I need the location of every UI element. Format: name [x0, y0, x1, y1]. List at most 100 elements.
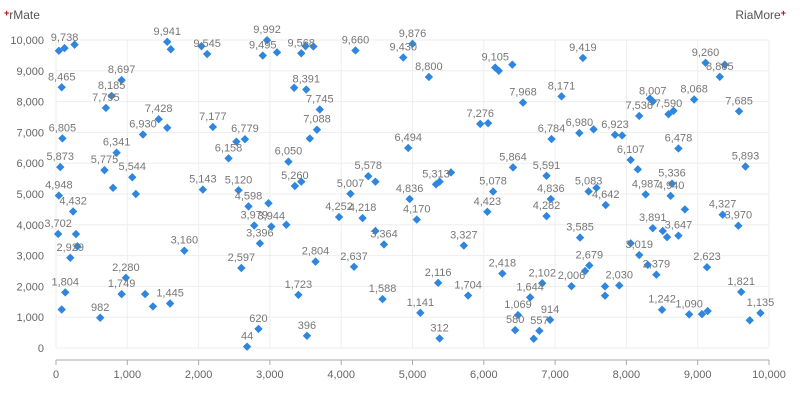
scatter-point[interactable] [138, 130, 148, 139]
scatter-point[interactable] [255, 239, 265, 248]
scatter-point[interactable] [66, 253, 75, 262]
scatter-point[interactable] [166, 45, 175, 54]
scatter-point[interactable] [567, 282, 576, 291]
scatter-point[interactable] [58, 134, 67, 143]
scatter-point[interactable] [165, 299, 175, 308]
scatter-point[interactable] [529, 334, 538, 343]
scatter-point[interactable] [250, 221, 259, 230]
scatter-point[interactable] [148, 302, 158, 311]
scatter-point[interactable] [645, 94, 655, 103]
scatter-point[interactable] [508, 163, 518, 172]
scatter-point[interactable] [435, 334, 444, 343]
scatter-point[interactable] [545, 315, 555, 325]
scatter-point[interactable] [294, 290, 303, 300]
scatter-point[interactable] [542, 171, 551, 180]
scatter-point[interactable] [476, 119, 485, 129]
scatter-point[interactable] [626, 155, 635, 165]
scatter-point[interactable] [112, 148, 121, 157]
scatter-point[interactable] [648, 223, 657, 233]
scatter-point[interactable] [305, 134, 315, 143]
scatter-point[interactable] [589, 125, 598, 134]
scatter-point[interactable] [405, 194, 414, 204]
scatter-point[interactable] [580, 266, 590, 276]
scatter-point[interactable] [264, 199, 273, 208]
scatter-point[interactable] [494, 66, 503, 75]
scatter-point[interactable] [535, 326, 544, 336]
scatter-point[interactable] [140, 289, 150, 299]
scatter-point[interactable] [282, 220, 291, 229]
scatter-point[interactable] [240, 135, 250, 144]
scatter-point[interactable] [371, 177, 380, 186]
scatter-point[interactable] [518, 98, 528, 107]
scatter-point[interactable] [715, 72, 725, 82]
scatter-point[interactable] [575, 128, 584, 138]
scatter-point[interactable] [546, 194, 556, 204]
scatter-point[interactable] [57, 83, 66, 92]
scatter-point[interactable] [234, 186, 243, 195]
scatter-point[interactable] [284, 157, 293, 166]
scatter-point[interactable] [488, 187, 498, 196]
scatter-point[interactable] [267, 222, 276, 231]
scatter-point[interactable] [54, 191, 64, 200]
scatter-point[interactable] [208, 122, 218, 132]
scatter-point[interactable] [315, 105, 325, 114]
scatter-point[interactable] [664, 110, 673, 119]
scatter-point[interactable] [262, 36, 272, 45]
scatter-point[interactable] [662, 232, 672, 242]
scatter-point[interactable] [538, 279, 547, 288]
scatter-point[interactable] [741, 162, 750, 171]
scatter-point[interactable] [578, 53, 588, 63]
scatter-point[interactable] [68, 207, 78, 216]
scatter-point[interactable] [346, 189, 355, 198]
scatter-point[interactable] [433, 278, 443, 288]
scatter-point[interactable] [508, 60, 517, 69]
scatter-point[interactable] [585, 261, 594, 270]
scatter-point[interactable] [364, 171, 373, 181]
scatter-point[interactable] [258, 51, 267, 60]
scatter-point[interactable] [483, 118, 493, 128]
scatter-point[interactable] [689, 95, 699, 104]
scatter-point[interactable] [658, 226, 667, 236]
scatter-point[interactable] [349, 262, 359, 271]
scatter-point[interactable] [610, 130, 620, 139]
scatter-point[interactable] [302, 331, 312, 341]
scatter-point[interactable] [54, 46, 64, 55]
scatter-point[interactable] [459, 241, 469, 250]
scatter-point[interactable] [163, 37, 172, 47]
scatter-point[interactable] [202, 49, 212, 59]
scatter-point[interactable] [96, 313, 105, 322]
scatter-point[interactable] [71, 229, 81, 239]
scatter-point[interactable] [669, 106, 678, 116]
scatter-point[interactable] [542, 211, 551, 221]
scatter-point[interactable] [483, 207, 492, 216]
scatter-point[interactable] [736, 287, 746, 297]
scatter-point[interactable] [657, 305, 667, 314]
scatter-point[interactable] [379, 240, 389, 249]
scatter-point[interactable] [128, 173, 137, 182]
scatter-point[interactable] [446, 168, 456, 177]
scatter-point[interactable] [463, 291, 473, 300]
scatter-point[interactable] [297, 49, 306, 58]
scatter-point[interactable] [254, 324, 263, 334]
scatter-point[interactable] [180, 246, 189, 255]
scatter-point[interactable] [399, 53, 408, 62]
scatter-point[interactable] [302, 85, 311, 94]
scatter-point[interactable] [100, 165, 109, 175]
scatter-point[interactable] [108, 183, 118, 193]
scatter-point[interactable] [371, 226, 380, 236]
scatter-point[interactable] [56, 162, 65, 172]
scatter-point[interactable] [702, 263, 712, 272]
scatter-point[interactable] [237, 263, 246, 273]
scatter-point[interactable] [652, 270, 661, 279]
scatter-point[interactable] [358, 213, 367, 223]
scatter-point[interactable] [297, 177, 306, 186]
scatter-point[interactable] [73, 242, 82, 251]
scatter-point[interactable] [510, 325, 520, 335]
scatter-point[interactable] [525, 293, 535, 302]
scatter-point[interactable] [290, 181, 300, 191]
scatter-point[interactable] [674, 231, 683, 240]
scatter-point[interactable] [666, 191, 675, 201]
scatter-point[interactable] [575, 233, 585, 242]
scatter-point[interactable] [643, 260, 652, 270]
scatter-point[interactable] [232, 137, 241, 146]
